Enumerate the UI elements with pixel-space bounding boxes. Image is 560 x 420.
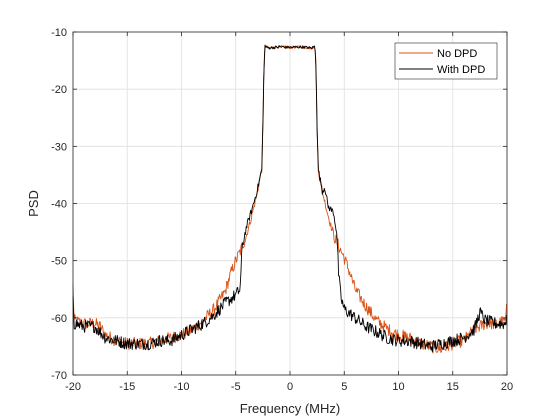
ticks: -20 -15 -10 -5 0 5 10 15 20-70-60-50-40-30-20-10 <box>51 27 513 393</box>
x-tick-label: -15 <box>119 381 135 393</box>
y-tick-label: -40 <box>51 199 67 211</box>
y-tick-label: -60 <box>51 313 67 325</box>
y-tick-label: -10 <box>51 27 67 39</box>
series-layer <box>72 44 508 354</box>
legend-box <box>394 42 498 80</box>
y-tick-label: -20 <box>51 84 67 96</box>
legend-label-no-dpd: No DPD <box>437 48 477 60</box>
x-tick-label: 10 <box>392 381 404 393</box>
legend-label-with-dpd: With DPD <box>437 64 485 76</box>
x-tick-label: 15 <box>447 381 459 393</box>
x-tick-label: 5 <box>341 381 347 393</box>
legend: No DPD With DPD <box>394 42 498 80</box>
x-tick-label: 0 <box>287 381 293 393</box>
x-axis-label: Frequency (MHz) <box>240 401 340 416</box>
y-tick-label: -30 <box>51 141 67 153</box>
y-tick-label: -70 <box>51 370 67 382</box>
y-axis-label: PSD <box>26 190 41 217</box>
x-tick-label: 20 <box>501 381 513 393</box>
y-tick-label: -50 <box>51 256 67 268</box>
series-line-with-dpd <box>72 44 508 353</box>
x-tick-label: -5 <box>231 381 241 393</box>
x-tick-label: -10 <box>174 381 190 393</box>
x-tick-label: -20 <box>65 381 81 393</box>
